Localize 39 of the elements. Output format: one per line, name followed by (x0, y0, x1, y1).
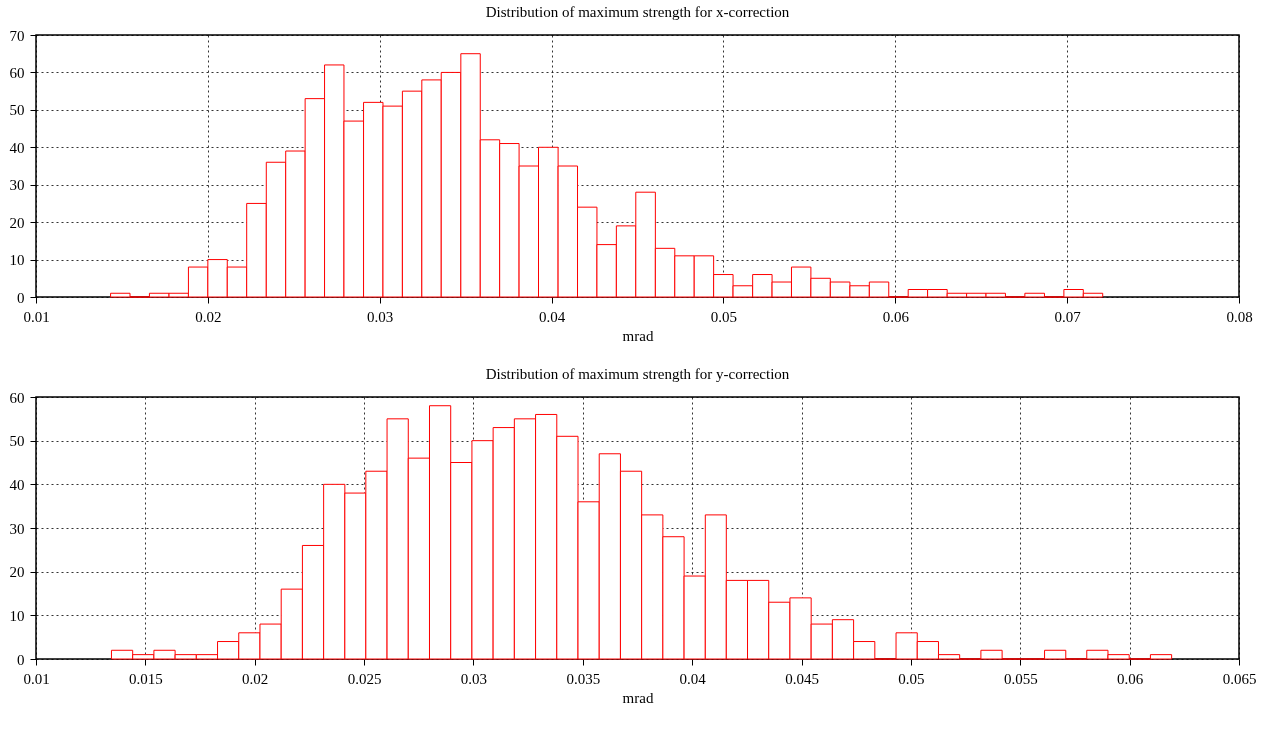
y-tick-label: 70 (9, 27, 25, 44)
x-tick-label: 0.05 (898, 670, 925, 687)
y-tick-label: 50 (9, 433, 25, 450)
y-tick-label: 40 (9, 476, 25, 493)
x-tick-label: 0.025 (347, 670, 382, 687)
y-tick-label: 0 (17, 651, 25, 668)
chart-title: Distribution of maximum strength for x-correction (485, 4, 790, 20)
y-tick-label: 20 (9, 564, 25, 581)
x-tick-label: 0.01 (23, 670, 50, 687)
x-tick-label: 0.05 (710, 308, 738, 325)
x-tick-label: 0.055 (1003, 670, 1038, 687)
x-tick-label: 0.045 (785, 670, 819, 687)
x-axis-title: mrad (622, 327, 654, 344)
y-tick-label: 0 (17, 289, 25, 306)
y-tick-label: 20 (9, 214, 25, 231)
x-axis-title: mrad (622, 689, 654, 706)
y-tick-label: 60 (9, 389, 25, 406)
x-tick-label: 0.03 (367, 308, 394, 325)
x-tick-label: 0.08 (1226, 308, 1253, 325)
x-tick-label: 0.02 (242, 670, 269, 687)
x-tick-label: 0.015 (128, 670, 163, 687)
y-tick-label: 10 (9, 252, 25, 269)
y-tick-label: 30 (9, 520, 25, 537)
x-tick-label: 0.06 (882, 308, 910, 325)
x-tick-label: 0.06 (1117, 670, 1144, 687)
x-tick-label: 0.02 (195, 308, 222, 325)
x-tick-label: 0.04 (538, 308, 566, 325)
y-tick-label: 50 (9, 102, 25, 119)
x-tick-label: 0.01 (23, 308, 50, 325)
y-tick-label: 40 (9, 139, 25, 156)
x-tick-label: 0.03 (460, 670, 488, 687)
x-tick-label: 0.065 (1222, 670, 1257, 687)
y-tick-label: 10 (9, 607, 25, 624)
x-tick-label: 0.07 (1054, 308, 1082, 325)
x-tick-label: 0.035 (566, 670, 601, 687)
x-tick-label: 0.04 (679, 670, 707, 687)
chart-title: Distribution of maximum strength for y-correction (485, 366, 790, 382)
y-tick-label: 30 (9, 177, 25, 194)
y-tick-label: 60 (9, 64, 25, 81)
